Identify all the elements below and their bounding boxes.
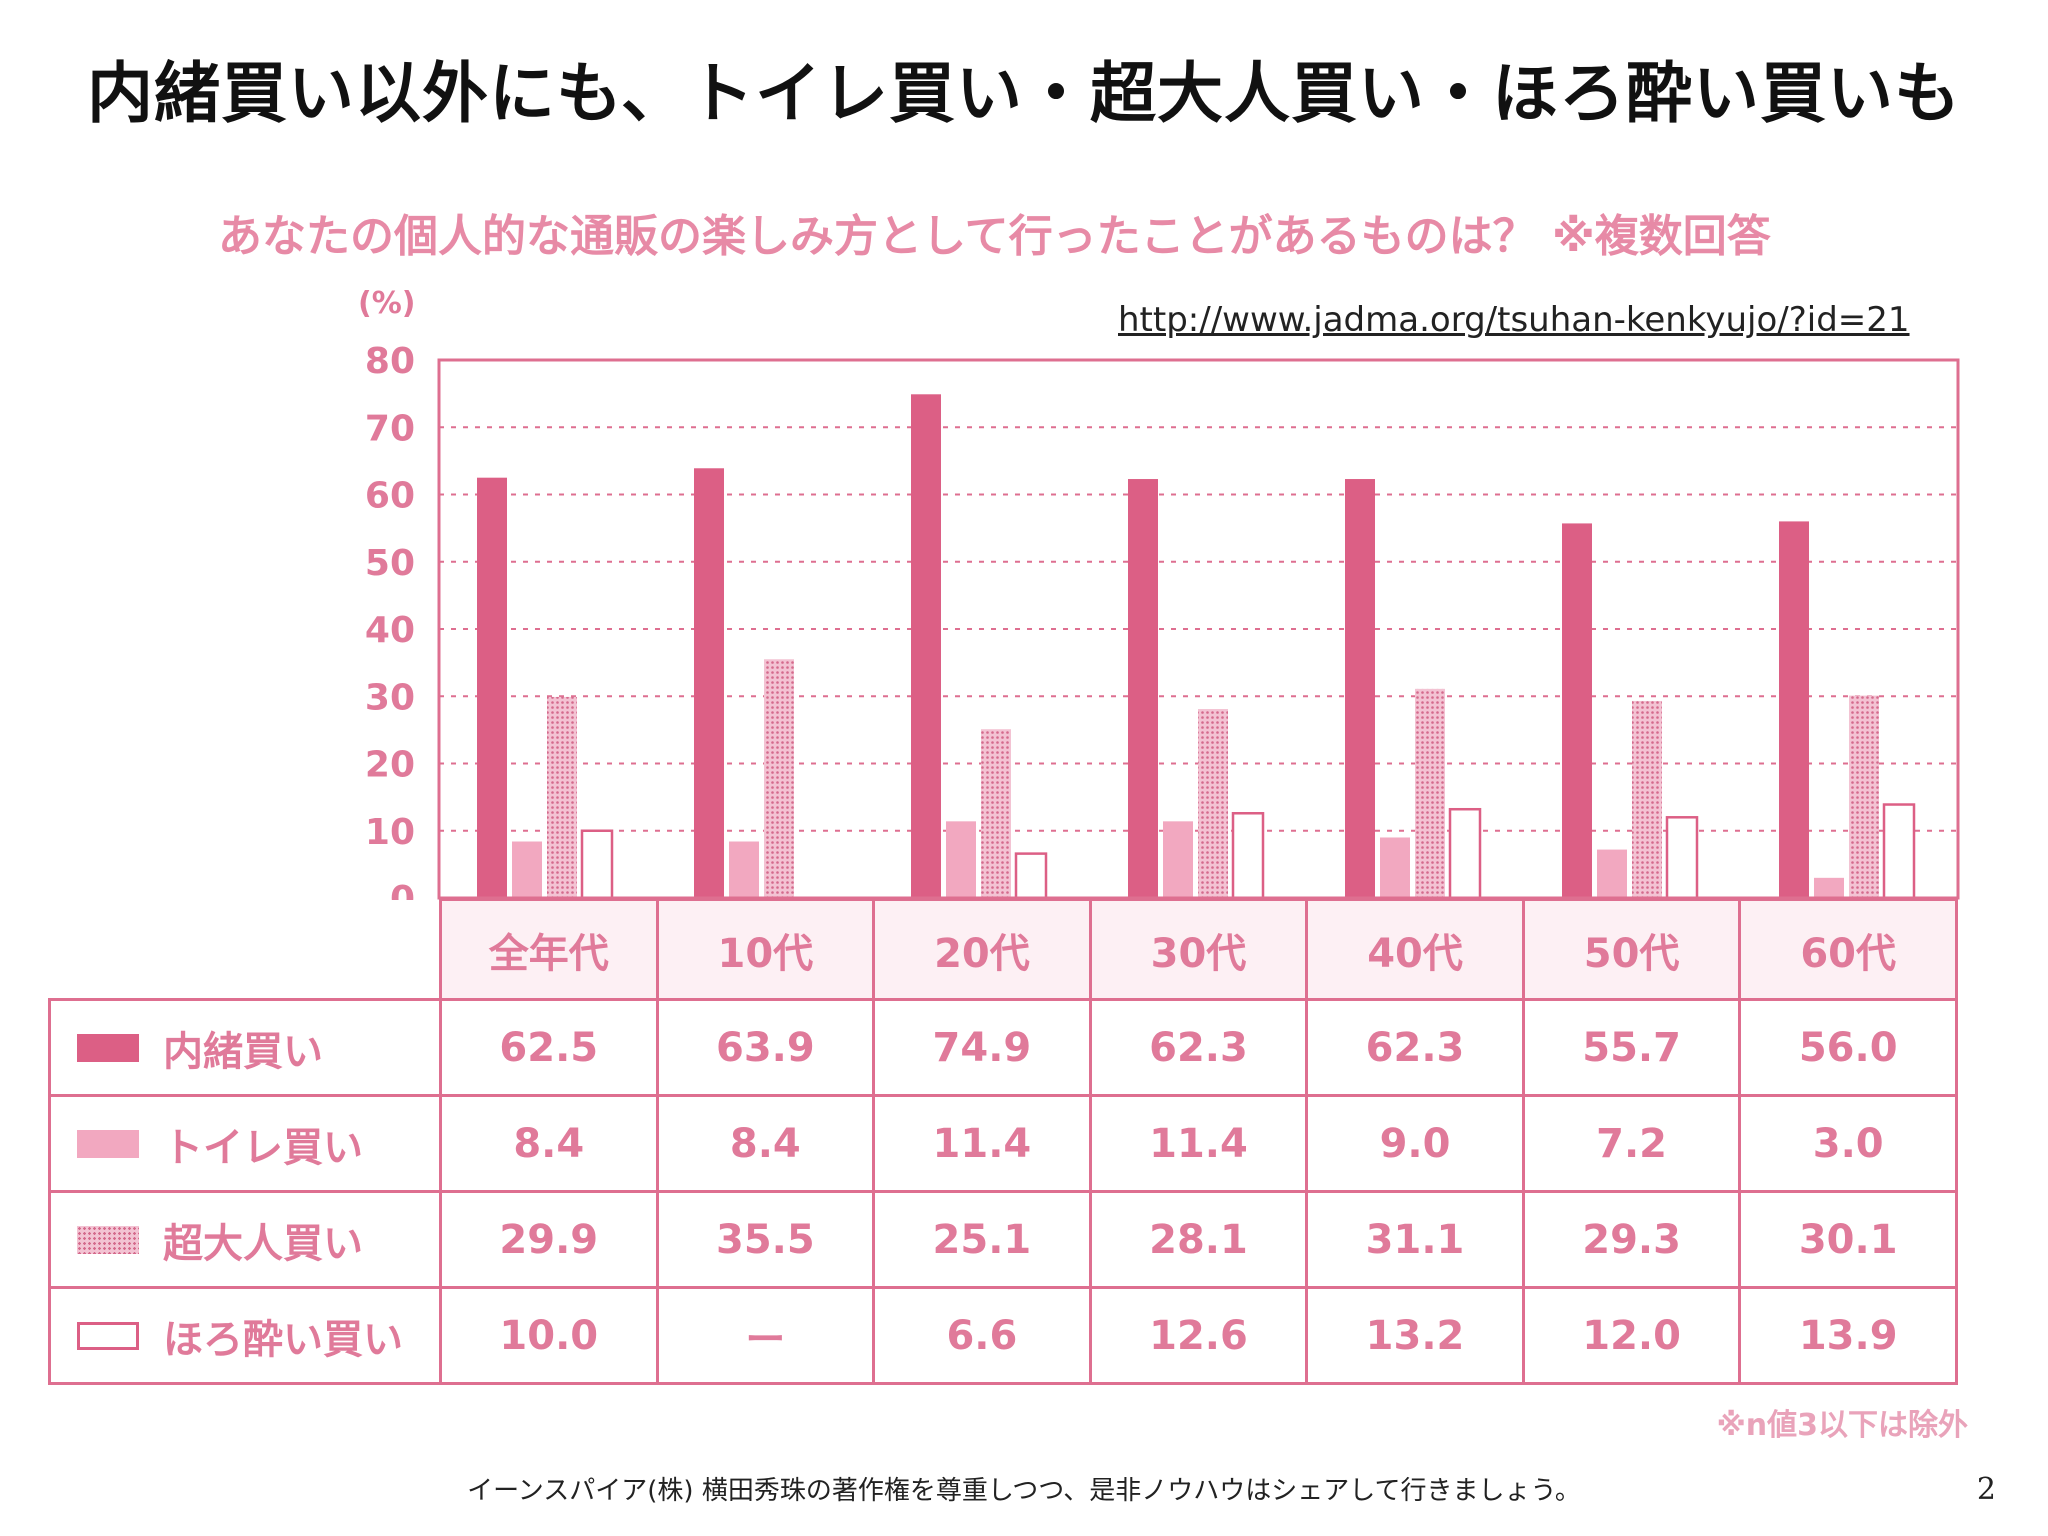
legend-entry-super-bulk-buy: 超大人買い [48,1190,442,1289]
column-header: 60代 [1738,898,1958,1001]
legend-swatch [77,1129,139,1158]
table-cell: 29.9 [439,1190,659,1289]
plot-frame [437,358,1960,900]
table-cell: 31.1 [1305,1190,1525,1289]
y-tick-label: 30 [365,677,415,718]
table-cell: 13.9 [1738,1286,1958,1385]
bar-tipsy-buy [1014,852,1048,900]
table-cell: 8.4 [439,1094,659,1193]
bar-super-bulk-buy [1415,688,1445,898]
bar-secret-buy [477,477,507,898]
bar-tipsy-buy [1448,807,1482,900]
bar-super-bulk-buy [764,659,794,898]
column-header: 10代 [655,898,876,1001]
table-row: 内緒買い 62.5 63.9 74.9 62.3 62.3 55.7 56.0 [48,998,1958,1097]
table-cell: 62.3 [1305,998,1525,1097]
table-cell: 11.4 [872,1094,1092,1193]
table-corner [49,899,442,1001]
table-cell: 8.4 [655,1094,876,1193]
legend-entry-toilet-buy: トイレ買い [48,1094,442,1193]
legend-label: 内緒買い [163,1028,323,1075]
y-tick-label: 20 [365,745,415,786]
table-cell: 3.0 [1738,1094,1958,1193]
chart-title: あなたの個人的な通販の楽しみ方として行ったことがあるものは？ ※複数回答 [218,211,1771,262]
bar-toilet-buy [946,821,976,898]
table-row: 超大人買い 29.9 35.5 25.1 28.1 31.1 29.3 30.1 [48,1190,1958,1289]
bar-secret-buy [694,468,724,898]
y-tick-label: 40 [365,610,415,651]
bar-super-bulk-buy [1849,695,1879,898]
bar-tipsy-buy [1665,816,1699,900]
y-tick-label: 10 [365,812,415,853]
column-header: 40代 [1305,898,1525,1001]
table-header-row: 全年代 10代 20代 30代 40代 50代 60代 [49,898,1958,1001]
y-tick-label: 70 [365,408,415,449]
table-cell: 62.5 [439,998,659,1097]
table-cell: 63.9 [655,998,876,1097]
bar-secret-buy [911,394,941,898]
bar-tipsy-buy [1231,812,1265,900]
bar-tipsy-buy [1882,803,1916,900]
bar-tipsy-buy [580,829,614,900]
footnote: ※n値3以下は除外 [1716,1408,1968,1443]
table-cell: 62.3 [1088,998,1309,1097]
table-cell: 55.7 [1521,998,1742,1097]
slide-title: 内緒買い以外にも、トイレ買い・超大人買い・ほろ酔い買いも [86,55,1962,132]
table-cell: 9.0 [1305,1094,1525,1193]
table-cell: 12.6 [1088,1286,1309,1385]
bar-toilet-buy [1163,821,1193,898]
table-row: トイレ買い 8.4 8.4 11.4 11.4 9.0 7.2 3.0 [48,1094,1958,1193]
legend-entry-tipsy-buy: ほろ酔い買い [48,1286,442,1385]
y-tick-label: 60 [365,476,415,517]
legend-swatch [77,1321,139,1350]
bar-toilet-buy [1380,837,1410,898]
table-cell: 13.2 [1305,1286,1525,1385]
table-cell: 11.4 [1088,1094,1309,1193]
bar-super-bulk-buy [1632,700,1662,898]
legend-swatch [77,1033,139,1062]
table-cell: 56.0 [1738,998,1958,1097]
table-cell: 30.1 [1738,1190,1958,1289]
page-number: 2 [1976,1472,1996,1507]
table-row: ほろ酔い買い 10.0 ー 6.6 12.6 13.2 12.0 13.9 [48,1286,1958,1385]
source-link[interactable]: http://www.jadma.org/tsuhan-kenkyujo/?id… [1118,300,1910,340]
bar-secret-buy [1779,521,1809,898]
table-cell: 7.2 [1521,1094,1742,1193]
y-tick-label: 50 [365,543,415,584]
table-cell: 74.9 [872,998,1092,1097]
column-header: 全年代 [439,898,659,1001]
bar-secret-buy [1128,479,1158,898]
legend-label: トイレ買い [163,1124,363,1171]
table-cell: 35.5 [655,1190,876,1289]
bar-super-bulk-buy [547,696,577,898]
y-axis-unit-label: (%) [358,286,416,321]
table-cell: ー [655,1286,876,1385]
bar-secret-buy [1345,479,1375,898]
column-header: 50代 [1521,898,1742,1001]
bar-toilet-buy [512,841,542,898]
bar-toilet-buy [1814,877,1844,898]
table-cell: 10.0 [439,1286,659,1385]
table-cell: 6.6 [872,1286,1092,1385]
bar-secret-buy [1562,523,1592,898]
y-tick-label: 0 [390,879,415,900]
bar-toilet-buy [1597,849,1627,898]
column-header: 20代 [872,898,1092,1001]
bar-toilet-buy [729,841,759,898]
y-tick-label: 80 [365,341,415,382]
table-cell: 12.0 [1521,1286,1742,1385]
legend-entry-secret-buy: 内緒買い [48,998,442,1097]
table-cell: 28.1 [1088,1190,1309,1289]
column-header: 30代 [1088,898,1309,1001]
legend-label: ほろ酔い買い [163,1316,403,1363]
legend-label: 超大人買い [163,1220,363,1267]
table-cell: 29.3 [1521,1190,1742,1289]
bar-chart: 80 70 60 50 40 30 20 10 0 [365,341,1960,900]
table-cell: 25.1 [872,1190,1092,1289]
footer-copyright: イーンスパイア(株) 横田秀珠の著作権を尊重しつつ、是非ノウハウはシェアして行き… [467,1476,1581,1506]
bar-super-bulk-buy [1198,709,1228,898]
data-table: 全年代 10代 20代 30代 40代 50代 60代 内緒買い 62.5 63… [48,898,1958,1385]
legend-swatch [77,1225,139,1254]
bar-super-bulk-buy [981,729,1011,898]
